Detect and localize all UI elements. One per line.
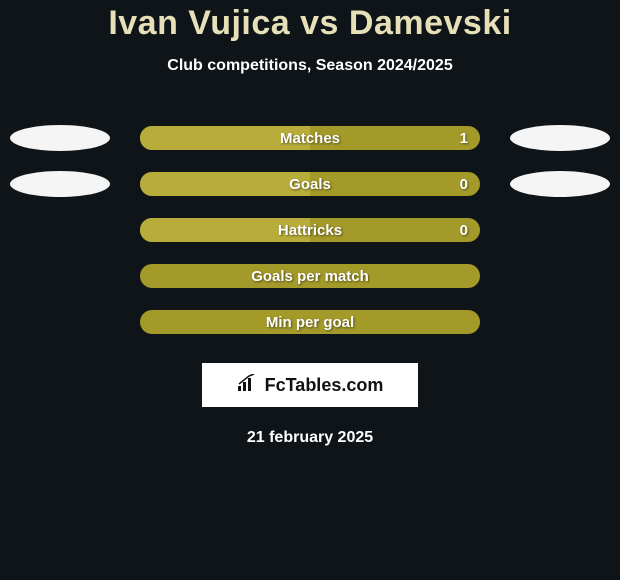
stat-value: 1 [460,130,468,147]
stat-bar: Goals 0 [140,172,480,196]
page-title: Ivan Vujica vs Damevski [0,4,620,43]
stat-bar: Matches 1 [140,126,480,150]
stat-row: Min per goal [0,299,620,345]
stat-row: Goals 0 [0,161,620,207]
stat-label: Matches [280,130,340,147]
stat-label: Min per goal [266,314,354,331]
stat-value: 0 [460,176,468,193]
logo-text: FcTables.com [265,375,384,396]
stat-bar: Goals per match [140,264,480,288]
subtitle: Club competitions, Season 2024/2025 [0,57,620,75]
left-ellipse [10,171,110,197]
left-ellipse [10,125,110,151]
bar-fill [140,172,310,196]
stat-row: Hattricks 0 [0,207,620,253]
stat-label: Goals [289,176,331,193]
stat-bar: Hattricks 0 [140,218,480,242]
logo-box[interactable]: FcTables.com [202,363,418,407]
stat-value: 0 [460,222,468,239]
chart-icon [237,374,259,397]
stat-row: Matches 1 [0,115,620,161]
stat-label: Goals per match [251,268,369,285]
comparison-widget: Ivan Vujica vs Damevski Club competition… [0,0,620,447]
right-ellipse [510,125,610,151]
stats-container: Matches 1 Goals 0 Hattricks 0 Goals per match M… [0,115,620,345]
stat-label: Hattricks [278,222,342,239]
stat-bar: Min per goal [140,310,480,334]
date-label: 21 february 2025 [0,429,620,447]
stat-row: Goals per match [0,253,620,299]
right-ellipse [510,171,610,197]
